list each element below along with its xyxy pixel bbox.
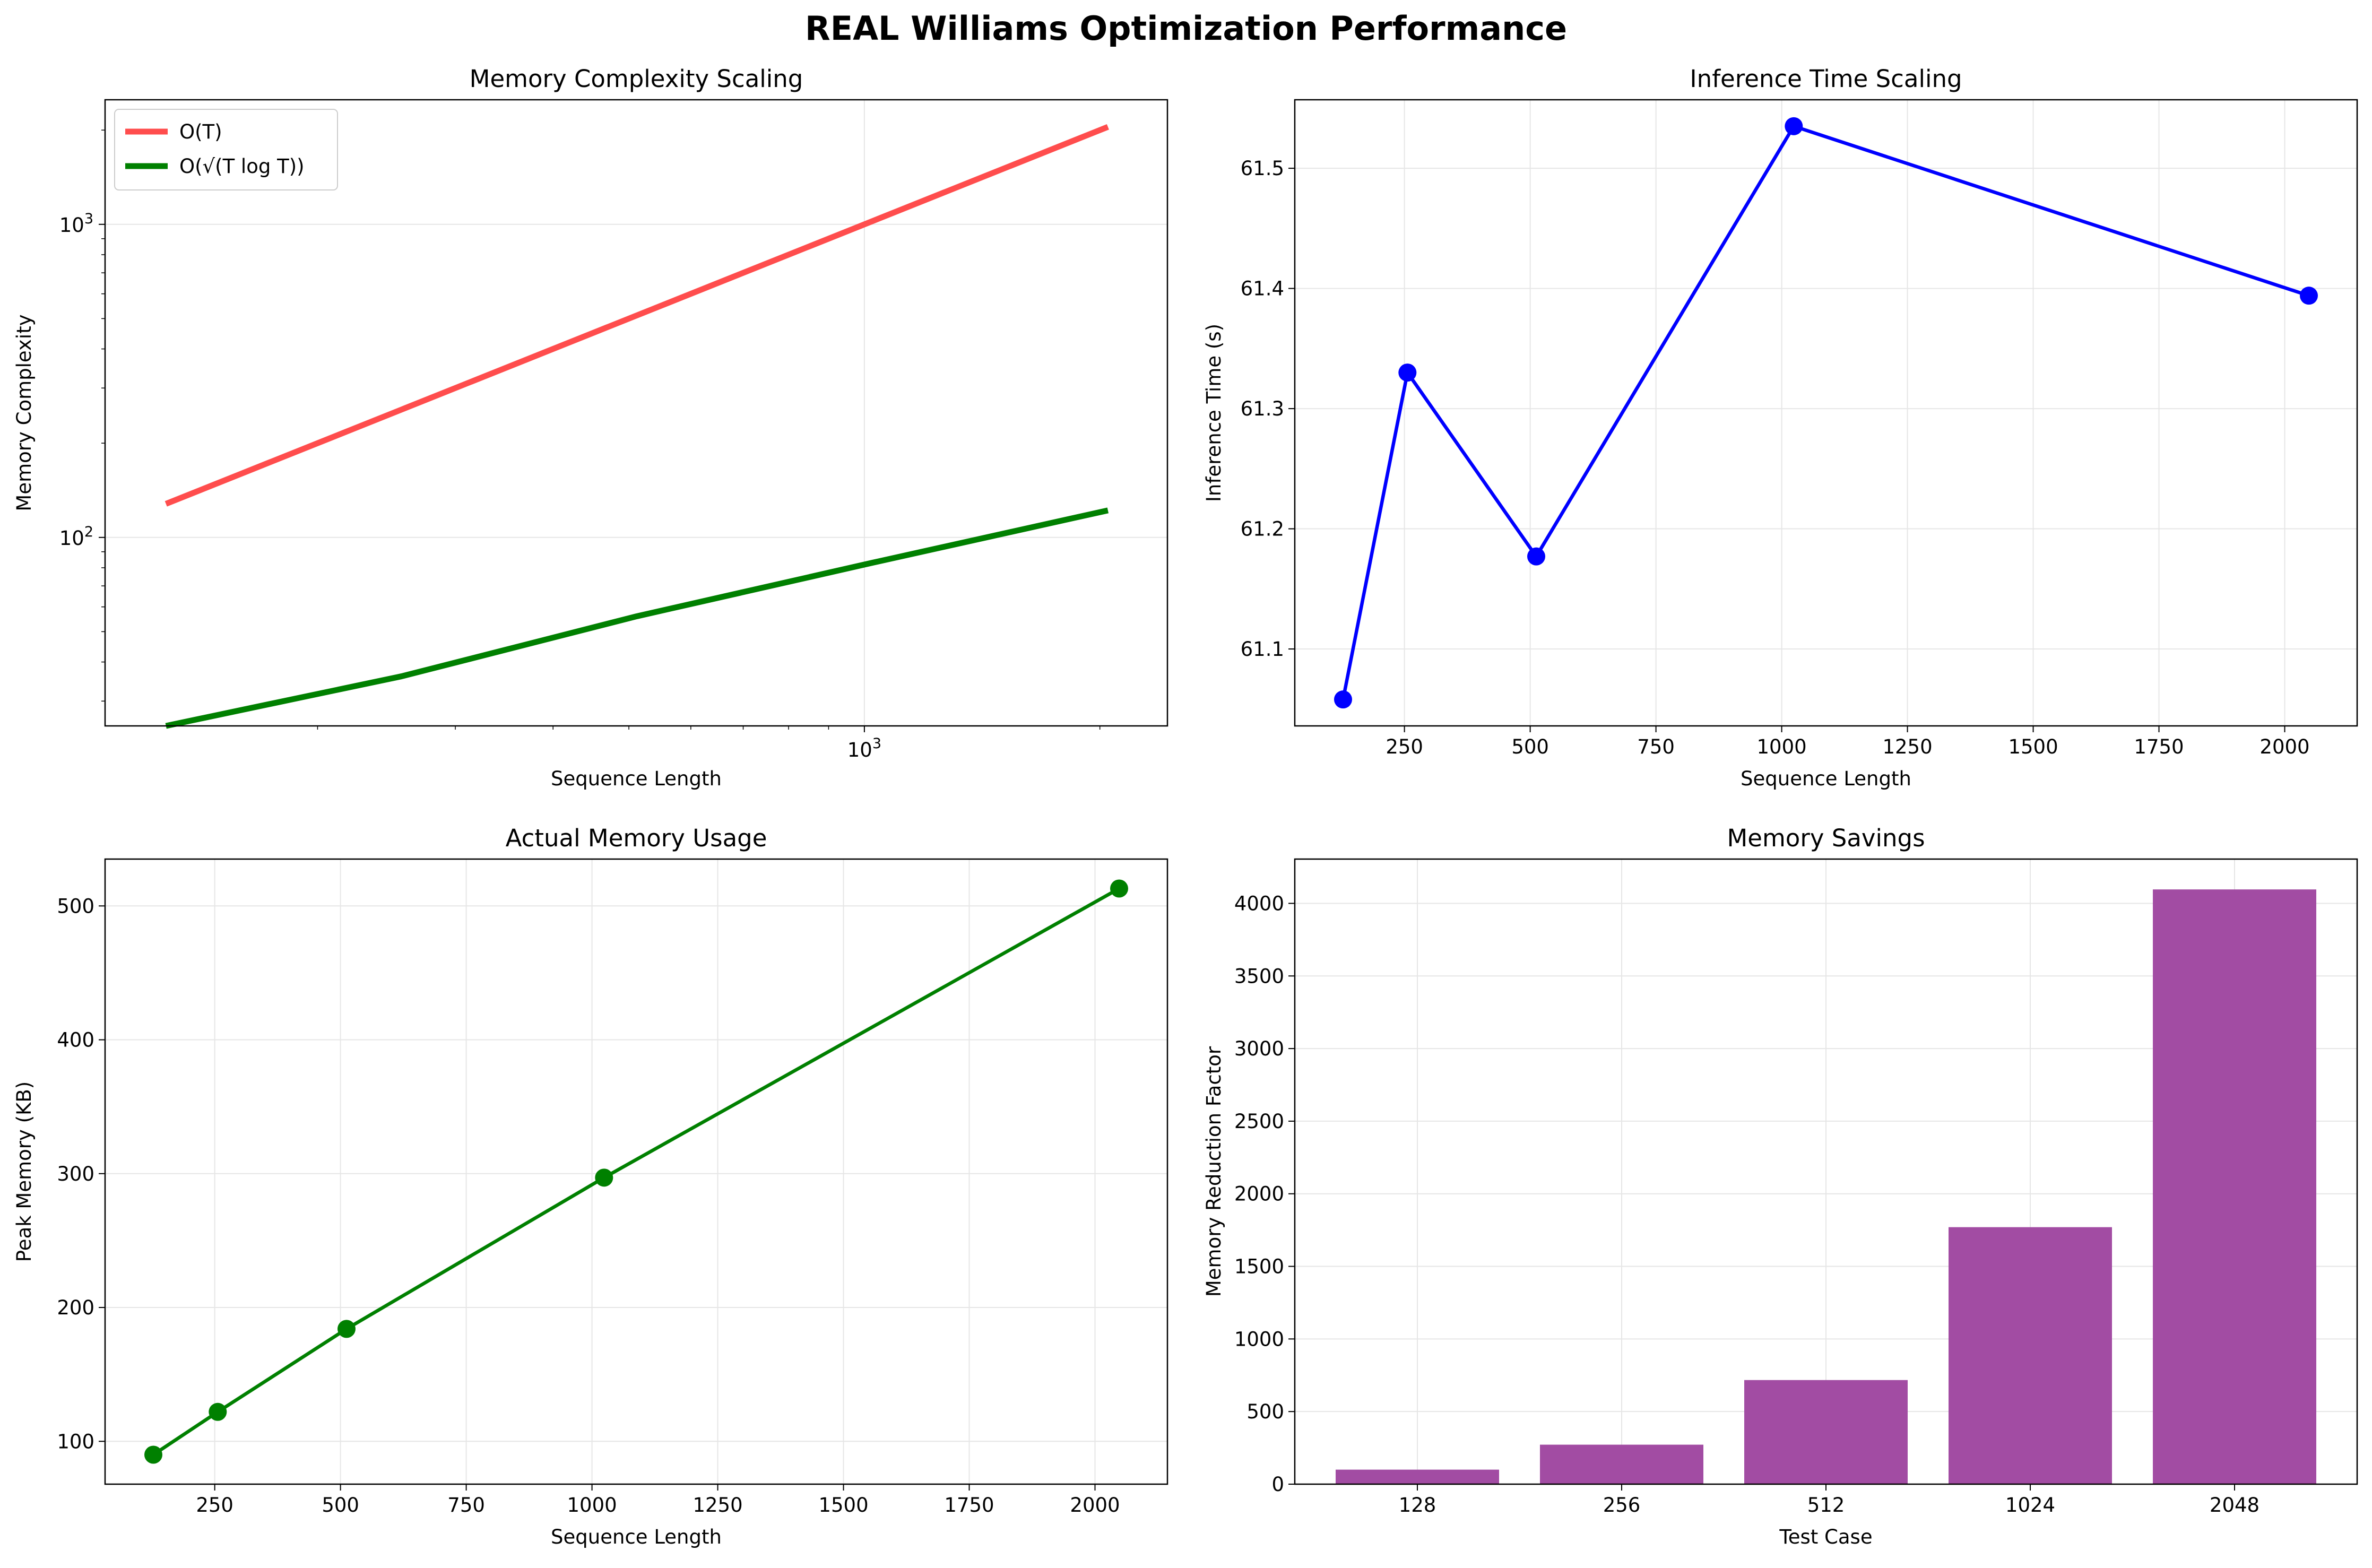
x-tick-label: 750 [447,1494,485,1517]
x-axis-label: Sequence Length [1741,767,1911,790]
panel-title: Inference Time Scaling [1690,65,1962,93]
x-tick-label: 2000 [1070,1494,1120,1517]
data-point [209,1402,227,1421]
data-point [1398,363,1417,382]
y-tick-label: 61.3 [1241,397,1284,420]
x-tick-label: 1250 [1882,735,1932,758]
x-axis-label: Test Case [1779,1526,1872,1548]
y-tick-label: 200 [57,1296,94,1319]
x-tick-label: 1000 [567,1494,617,1517]
plot-frame [1294,99,2358,727]
data-point [144,1445,162,1464]
data-point [1527,547,1545,566]
y-tick-label: 61.5 [1241,157,1284,180]
x-tick-label: 128 [1399,1494,1436,1517]
data-point [1334,690,1352,709]
data-point [337,1320,356,1338]
x-tick-label: 1500 [818,1494,868,1517]
y-tick-label: 1000 [1234,1328,1284,1350]
y-tick-label: 4000 [1234,892,1284,915]
panel-title: Memory Complexity Scaling [470,65,803,93]
y-tick-label: 1500 [1234,1255,1284,1278]
data-point [1110,879,1128,898]
panel-title: Memory Savings [1727,824,1925,852]
x-tick-label: 250 [196,1494,233,1517]
figure-title: REAL Williams Optimization Performance [805,9,1567,48]
x-axis-label: Sequence Length [551,1526,722,1548]
x-tick-label: 250 [1386,735,1423,758]
y-tick-label: 102 [59,524,93,550]
y-tick-label: 500 [1246,1400,1284,1423]
y-tick-label: 2500 [1234,1110,1284,1133]
memory-complexity-panel: 103 102 103 O(T) O(√(T log T)) Memory Complex… [13,65,1168,790]
x-tick-label: 1750 [944,1494,994,1517]
inference-time-panel: 250 500 750 1000 1250 1500 1750 2000 61.1 61.2 61.… [1202,65,2358,790]
y-tick-label: 61.4 [1241,278,1284,300]
y-tick-label: 2000 [1234,1183,1284,1206]
x-tick-label: 500 [1511,735,1549,758]
x-tick-label: 1250 [692,1494,742,1517]
memory-savings-panel: 0 500 1000 1500 2000 2500 3000 3500 4000 128 256 51… [1202,824,2358,1548]
y-axis-label: Peak Memory (KB) [13,1081,36,1262]
legend-label: O(T) [179,120,222,143]
y-tick-label: 500 [57,895,94,917]
bar [1336,1469,1499,1484]
y-tick-label: 103 [59,211,93,237]
y-axis-label: Memory Reduction Factor [1202,1046,1225,1297]
y-tick-label: 3500 [1234,965,1284,987]
plot-frame [1294,858,2358,1485]
x-tick-label: 1750 [2134,735,2184,758]
data-point [2300,287,2318,305]
x-tick-label: 500 [322,1494,359,1517]
data-point [1785,117,1803,135]
x-tick-label: 1000 [1756,735,1806,758]
x-tick-label: 1024 [2005,1494,2055,1517]
sqrt-complexity-line [165,507,1109,729]
y-tick-label: 0 [1271,1473,1284,1496]
bar [1744,1380,1908,1484]
bar [1540,1444,1703,1484]
x-tick-label: 2048 [2210,1494,2260,1517]
y-tick-label: 61.1 [1241,638,1284,661]
plot-frame [104,858,1168,1485]
x-tick-label: 1500 [2008,735,2058,758]
panel-title: Actual Memory Usage [506,824,767,852]
y-tick-label: 400 [57,1029,94,1052]
data-point [595,1168,613,1187]
y-tick-label: 3000 [1234,1037,1284,1060]
peak-memory-line [152,887,1120,1457]
bar [2153,889,2316,1484]
inference-time-line [1341,124,2310,700]
y-tick-label: 61.2 [1241,518,1284,541]
x-axis-label: Sequence Length [551,767,722,790]
y-axis-label: Inference Time (s) [1202,324,1225,502]
plot-frame [104,99,1168,727]
legend: O(T) O(√(T log T)) [114,109,338,190]
linear-complexity-line [165,124,1109,507]
x-tick-label: 2000 [2260,735,2309,758]
y-tick-label: 300 [57,1163,94,1185]
x-tick-label: 512 [1807,1494,1845,1517]
y-axis-label: Memory Complexity [13,314,36,511]
legend-box [114,109,338,190]
y-tick-label: 100 [57,1430,94,1453]
legend-label: O(√(T log T)) [179,155,305,178]
x-tick-label: 256 [1603,1494,1641,1517]
bar [1949,1227,2112,1484]
x-tick-label: 750 [1637,735,1675,758]
x-tick-label: 103 [847,735,881,761]
actual-memory-panel: 250 500 750 1000 1250 1500 1750 2000 100 200 300 40… [13,824,1168,1548]
